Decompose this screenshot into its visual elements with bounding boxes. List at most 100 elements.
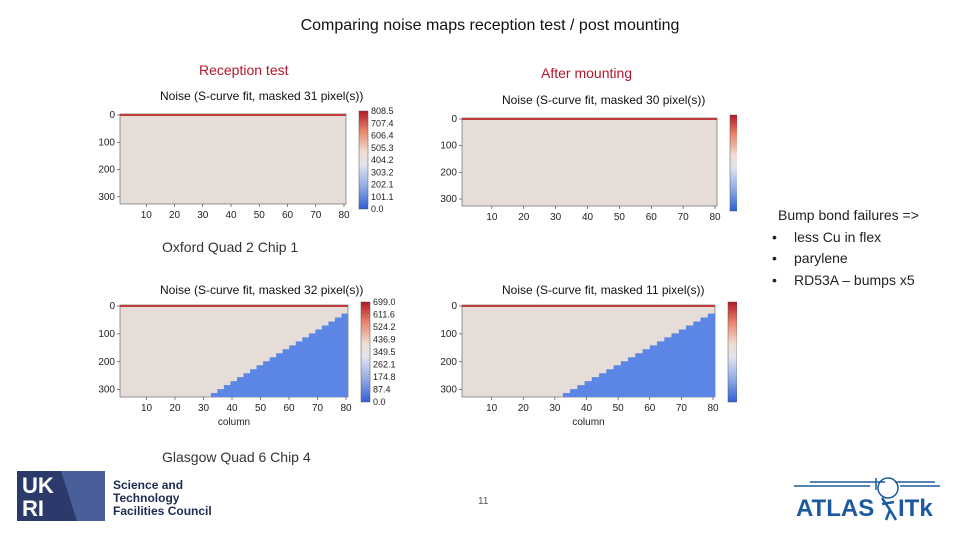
x-tick-label: 60 <box>283 403 295 414</box>
colorbar-tick-label: 505.3 <box>371 143 394 153</box>
x-tick-label: 20 <box>169 210 181 221</box>
x-tick-label: 50 <box>255 403 267 414</box>
x-tick-label: 70 <box>676 403 688 414</box>
x-tick-label: 40 <box>582 212 594 223</box>
x-tick-label: 60 <box>282 210 294 221</box>
atlas-itk-logo: ATLAS ITk <box>790 476 942 522</box>
colorbar <box>360 301 371 403</box>
x-tick-label: 80 <box>340 403 352 414</box>
colorbar-tick-label: 808.5 <box>371 106 394 116</box>
colorbar-tick-label: 0.0 <box>371 204 384 214</box>
x-tick-label: 70 <box>310 210 322 221</box>
colorbar <box>358 110 369 210</box>
noise-map-oxford-reception: Noise (S-curve fit, masked 31 pixel(s)) 0… <box>95 88 395 248</box>
x-tick-label: 70 <box>312 403 324 414</box>
failed-bump-region <box>204 309 348 397</box>
colorbar-tick-label: 262.1 <box>373 360 395 370</box>
x-tick-label: 10 <box>486 403 498 414</box>
stfc-line: Facilities Council <box>113 504 212 518</box>
colorbar-tick-label: 436.9 <box>373 335 395 345</box>
x-tick-label: 40 <box>226 403 238 414</box>
notes-bullet: less Cu in flex <box>778 227 919 249</box>
noise-heatmap: 0 100 200 300 row 10 20 30 40 50 60 70 80 column 699.0… <box>95 297 395 428</box>
noise-map-oxford-after: Noise (S-curve fit, masked 30 pixel(s)) 0… <box>437 92 737 252</box>
y-tick-label: 300 <box>98 385 115 396</box>
y-axis-label: row <box>95 342 97 359</box>
y-tick-label: 200 <box>440 167 457 178</box>
x-tick-label: 60 <box>644 403 656 414</box>
x-tick-label: 30 <box>197 210 209 221</box>
atlas-itk-logo-graphic: ATLAS ITk <box>794 477 940 522</box>
map-area <box>461 117 718 207</box>
notes-bullet: RD53A – bumps x5 <box>778 270 919 292</box>
x-tick-label: 10 <box>486 212 498 223</box>
page-number: 11 <box>478 496 489 507</box>
stfc-logo-text: Science and Technology Facilities Counci… <box>113 479 212 518</box>
y-tick-label: 200 <box>98 165 115 176</box>
y-axis-label: row <box>95 150 97 167</box>
y-tick-label: 0 <box>451 114 457 125</box>
colorbar-tick-label: 611.6 <box>373 310 395 320</box>
x-tick-label: 80 <box>707 403 719 414</box>
colorbar-tick-label: 349.5 <box>373 347 395 357</box>
x-axis-label: column <box>218 417 250 428</box>
svg-text:ATLAS: ATLAS <box>796 495 874 522</box>
x-tick-label: 50 <box>613 403 625 414</box>
noise-map-glasgow-after: Noise (S-curve fit, masked 11 pixel(s)) 0… <box>437 282 737 442</box>
noise-heatmap: 0100200300row1020304050607080column634.5… <box>437 301 737 428</box>
x-axis-label: column <box>572 417 604 428</box>
colorbar-tick-label: 101.1 <box>371 192 394 202</box>
x-tick-label: 30 <box>198 403 210 414</box>
notes-list: less Cu in flex parylene RD53A – bumps x… <box>778 227 919 292</box>
colorbar-tick-label: 303.2 <box>371 167 394 177</box>
x-tick-label: 80 <box>709 212 721 223</box>
svg-text:UK: UK <box>22 473 54 498</box>
x-tick-label: 30 <box>550 212 562 223</box>
x-tick-label: 30 <box>549 403 561 414</box>
colorbar-tick-label: 606.4 <box>371 131 394 141</box>
colorbar-tick-label: 202.1 <box>371 180 394 190</box>
y-tick-label: 300 <box>440 194 457 205</box>
oxford-label: Oxford Quad 2 Chip 1 <box>162 239 299 255</box>
y-axis-label: row <box>437 153 439 170</box>
failed-bump-region <box>555 309 715 397</box>
y-tick-label: 200 <box>440 357 457 368</box>
colorbar-tick-label: 174.8 <box>373 372 395 382</box>
y-tick-label: 100 <box>98 329 115 340</box>
colorbar <box>729 114 737 212</box>
colorbar-tick-label: 87.4 <box>373 385 391 395</box>
x-tick-label: 10 <box>141 210 153 221</box>
map-area <box>119 113 347 205</box>
x-tick-label: 20 <box>169 403 181 414</box>
y-tick-label: 300 <box>98 192 115 203</box>
colorbar-tick-label: 0.0 <box>373 397 386 407</box>
notes-block: Bump bond failures => less Cu in flex pa… <box>778 205 919 291</box>
y-tick-label: 0 <box>451 301 457 312</box>
plot-title: Noise (S-curve fit, masked 31 pixel(s)) <box>160 89 364 103</box>
plot-title: Noise (S-curve fit, masked 30 pixel(s)) <box>502 93 706 107</box>
noise-heatmap: 0 100 200 300 row 10 20 30 40 50 60 70 80 808.5 707.4 6… <box>95 106 394 221</box>
reception-test-heading: Reception test <box>199 62 289 78</box>
x-tick-label: 60 <box>646 212 658 223</box>
y-tick-label: 300 <box>440 385 457 396</box>
y-axis-label: row <box>437 342 439 359</box>
plot-title: Noise (S-curve fit, masked 32 pixel(s)) <box>160 283 364 297</box>
colorbar-tick-label: 699.0 <box>373 297 395 307</box>
notes-bullet: parylene <box>778 248 919 270</box>
stfc-line: Technology <box>113 491 180 505</box>
noise-heatmap: 0100200300row102030405060708086475664854… <box>437 114 737 223</box>
noise-map-glasgow-reception: Noise (S-curve fit, masked 32 pixel(s)) 0… <box>95 282 395 442</box>
svg-text:ITk: ITk <box>898 495 933 522</box>
plot-title: Noise (S-curve fit, masked 11 pixel(s)) <box>502 283 705 297</box>
colorbar <box>727 301 737 403</box>
svg-text:RI: RI <box>22 496 44 521</box>
x-tick-label: 80 <box>338 210 350 221</box>
y-tick-label: 200 <box>98 357 115 368</box>
y-tick-label: 0 <box>109 110 115 121</box>
glasgow-label: Glasgow Quad 6 Chip 4 <box>162 449 311 465</box>
x-tick-label: 20 <box>518 403 530 414</box>
x-tick-label: 40 <box>225 210 237 221</box>
colorbar-tick-label: 404.2 <box>371 155 394 165</box>
ukri-logo: UK RI <box>17 471 105 521</box>
y-tick-label: 100 <box>440 141 457 152</box>
